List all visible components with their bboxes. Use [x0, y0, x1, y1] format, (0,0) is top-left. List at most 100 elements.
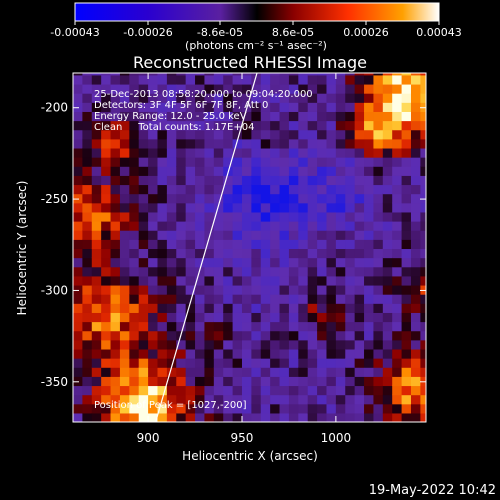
- heatmap-cell: [110, 120, 121, 131]
- heatmap-cell: [185, 385, 196, 396]
- heatmap-cell: [373, 74, 384, 85]
- heatmap-cell: [382, 358, 393, 368]
- heatmap-cell: [401, 376, 412, 387]
- heatmap-cell: [73, 376, 83, 387]
- heatmap-cell: [335, 120, 346, 131]
- heatmap-cell: [101, 257, 112, 268]
- heatmap-cell: [157, 102, 168, 112]
- heatmap-cell: [213, 111, 224, 122]
- heatmap-cell: [392, 339, 403, 350]
- heatmap-cell: [232, 83, 243, 94]
- heatmap-cell: [345, 385, 356, 396]
- heatmap-cell: [392, 157, 403, 167]
- heatmap-cell: [204, 330, 215, 341]
- heatmap-cell: [410, 221, 421, 231]
- heatmap-cell: [241, 74, 252, 85]
- heatmap-cell: [251, 294, 262, 304]
- heatmap-cell: [185, 157, 196, 167]
- heatmap-cell: [176, 211, 187, 222]
- heatmap-cell: [270, 284, 281, 295]
- heatmap-cell: [317, 275, 328, 286]
- heatmap-cell: [364, 239, 375, 250]
- heatmap-cell: [298, 303, 309, 313]
- heatmap-cell: [298, 166, 309, 176]
- heatmap-cell: [82, 367, 93, 377]
- heatmap-cell: [279, 138, 290, 149]
- heatmap-cell: [91, 412, 102, 422]
- heatmap-cell: [185, 348, 196, 359]
- heatmap-cell: [176, 193, 187, 204]
- heatmap-cell: [260, 193, 271, 204]
- heatmap-cell: [91, 111, 102, 122]
- heatmap-cell: [270, 257, 281, 268]
- heatmap-cell: [279, 166, 290, 176]
- heatmap-cell: [270, 221, 281, 231]
- heatmap-cell: [335, 230, 346, 240]
- heatmap-cell: [326, 412, 337, 422]
- heatmap-cell: [73, 348, 83, 359]
- heatmap-cell: [317, 157, 328, 167]
- heatmap-cell: [129, 330, 140, 341]
- heatmap-cell: [91, 294, 102, 304]
- heatmap-cell: [82, 83, 93, 94]
- heatmap-cell: [119, 147, 130, 158]
- heatmap-cell: [82, 239, 93, 250]
- heatmap-cell: [73, 394, 83, 405]
- heatmap-cell: [382, 129, 393, 140]
- heatmap-cell: [185, 83, 196, 94]
- heatmap-cell: [420, 239, 426, 250]
- heatmap-cell: [298, 230, 309, 240]
- heatmap-cell: [364, 339, 375, 350]
- heatmap-cell: [176, 358, 187, 368]
- heatmap-cell: [138, 102, 149, 112]
- heatmap-cell: [364, 93, 375, 103]
- heatmap-cell: [420, 339, 426, 350]
- colorbar-tick-5: 0.00043: [416, 26, 462, 39]
- heatmap-cell: [307, 266, 318, 277]
- heatmap-cell: [232, 339, 243, 350]
- heatmap-cell: [204, 403, 215, 414]
- heatmap-cell: [410, 330, 421, 341]
- heatmap-cell: [392, 385, 403, 396]
- heatmap-cell: [82, 138, 93, 149]
- heatmap-cell: [279, 93, 290, 103]
- heatmap-cell: [288, 83, 299, 94]
- heatmap-cell: [279, 211, 290, 222]
- heatmap-cell: [288, 339, 299, 350]
- heatmap-cell: [288, 257, 299, 268]
- heatmap-cell: [129, 367, 140, 377]
- heatmap-cell: [354, 111, 365, 122]
- heatmap-cell: [392, 367, 403, 377]
- heatmap-cell: [260, 376, 271, 387]
- heatmap-cell: [420, 102, 426, 112]
- heatmap-cell: [288, 312, 299, 323]
- heatmap-cell: [195, 138, 206, 149]
- heatmap-cell: [91, 166, 102, 176]
- heatmap-cell: [307, 230, 318, 240]
- heatmap-cell: [148, 157, 159, 167]
- heatmap-cell: [185, 284, 196, 295]
- heatmap-cell: [129, 284, 140, 295]
- heatmap-cell: [213, 403, 224, 414]
- heatmap-cell: [148, 403, 159, 414]
- heatmap-cell: [91, 193, 102, 204]
- heatmap-cell: [354, 73, 365, 76]
- heatmap-cell: [91, 239, 102, 250]
- heatmap-cell: [251, 93, 262, 103]
- heatmap-cell: [270, 239, 281, 250]
- heatmap-cell: [101, 403, 112, 414]
- heatmap-cell: [166, 412, 177, 422]
- heatmap-cell: [260, 111, 271, 122]
- heatmap-cell: [91, 284, 102, 295]
- heatmap-cell: [148, 339, 159, 350]
- heatmap-cell: [91, 102, 102, 112]
- heatmap-cell: [129, 166, 140, 176]
- heatmap-cell: [73, 230, 83, 240]
- heatmap-cell: [364, 147, 375, 158]
- heatmap-cell: [288, 166, 299, 176]
- colorbar-tick-0: -0.00043: [50, 26, 99, 39]
- heatmap-cell: [364, 74, 375, 85]
- heatmap-cell: [101, 138, 112, 149]
- heatmap-cell: [326, 193, 337, 204]
- heatmap-cell: [420, 211, 426, 222]
